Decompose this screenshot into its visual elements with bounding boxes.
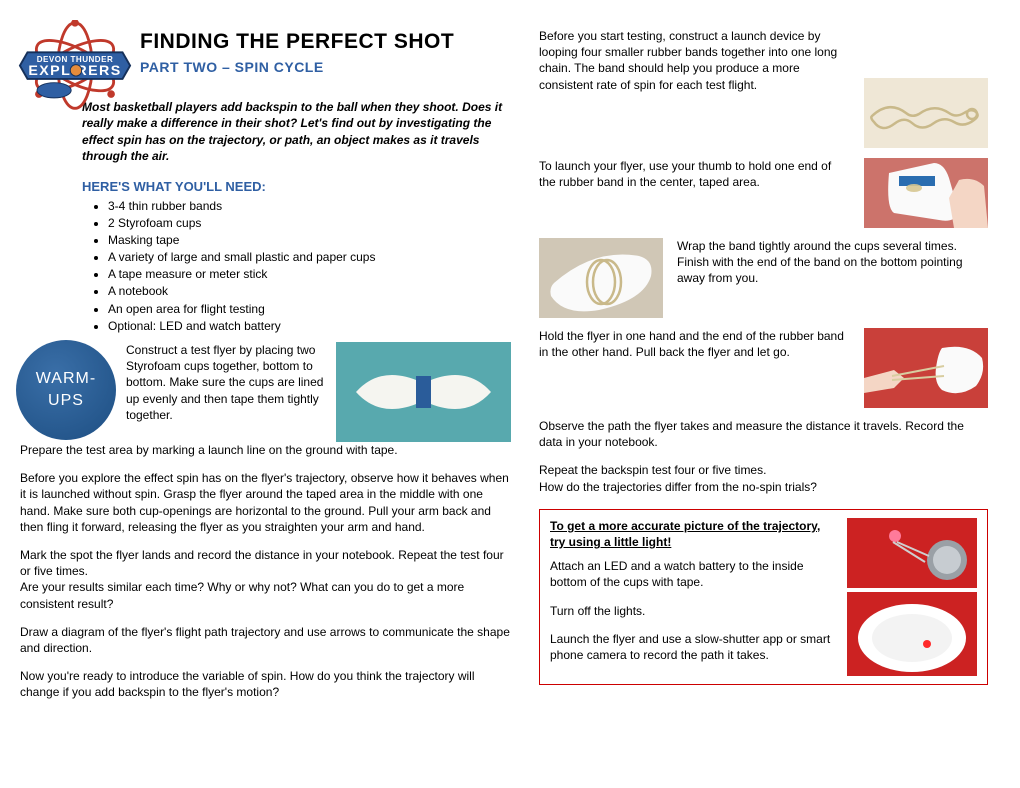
intro-paragraph: Most basketball players add backspin to … xyxy=(82,99,511,164)
material-item: A notebook xyxy=(108,283,511,299)
warmup-badge-line2: UPS xyxy=(48,390,84,412)
led-battery-photo xyxy=(847,518,977,588)
light-tip-box: To get a more accurate picture of the tr… xyxy=(539,509,988,685)
step3-text: Wrap the band tightly around the cups se… xyxy=(677,238,988,287)
pull-back-photo xyxy=(864,328,988,408)
prep-paragraph: Prepare the test area by marking a launc… xyxy=(20,442,511,458)
consistent-paragraph: Are your results similar each time? Why … xyxy=(20,579,511,611)
nospin-paragraph: Before you explore the effect spin has o… xyxy=(20,470,511,535)
step4-text: Hold the flyer in one hand and the end o… xyxy=(539,328,850,360)
material-item: Masking tape xyxy=(108,232,511,248)
material-item: A tape measure or meter stick xyxy=(108,266,511,282)
thumb-hold-photo xyxy=(864,158,988,228)
repeat-text: Repeat the backspin test four or five ti… xyxy=(539,462,988,478)
material-item: An open area for flight testing xyxy=(108,301,511,317)
warmup-construct-text: Construct a test flyer by placing two St… xyxy=(126,340,326,423)
cup-led-photo xyxy=(847,592,977,676)
flyer-photo xyxy=(336,342,511,442)
diagram-paragraph: Draw a diagram of the flyer's flight pat… xyxy=(20,624,511,656)
mark-paragraph: Mark the spot the flyer lands and record… xyxy=(20,547,511,579)
material-item: 3-4 thin rubber bands xyxy=(108,198,511,214)
page-title: FINDING THE PERFECT SHOT xyxy=(140,28,511,56)
wrap-band-photo xyxy=(539,238,663,318)
materials-list: 3-4 thin rubber bands 2 Styrofoam cups M… xyxy=(108,198,511,335)
light-p1: Attach an LED and a watch battery to the… xyxy=(550,558,837,590)
material-item: 2 Styrofoam cups xyxy=(108,215,511,231)
light-p3: Launch the flyer and use a slow-shutter … xyxy=(550,631,837,663)
material-item: Optional: LED and watch battery xyxy=(108,318,511,334)
step2-text: To launch your flyer, use your thumb to … xyxy=(539,158,850,190)
logo: DEVON THUNDER EXPL RERS xyxy=(16,20,134,115)
materials-header: HERE'S WHAT YOU'LL NEED: xyxy=(82,178,511,196)
differ-text: How do the trajectories differ from the … xyxy=(539,479,988,495)
introduce-paragraph: Now you're ready to introduce the variab… xyxy=(20,668,511,700)
light-headline: To get a more accurate picture of the tr… xyxy=(550,518,837,550)
rubber-band-chain-photo xyxy=(864,78,988,148)
observe-text: Observe the path the flyer takes and mea… xyxy=(539,418,988,450)
warmup-badge-line1: WARM- xyxy=(36,368,96,390)
step1-text: Before you start testing, construct a la… xyxy=(539,28,850,93)
material-item: A variety of large and small plastic and… xyxy=(108,249,511,265)
page-subtitle: PART TWO – SPIN CYCLE xyxy=(140,58,511,77)
warmup-badge: WARM- UPS xyxy=(16,340,116,440)
light-p2: Turn off the lights. xyxy=(550,603,837,619)
